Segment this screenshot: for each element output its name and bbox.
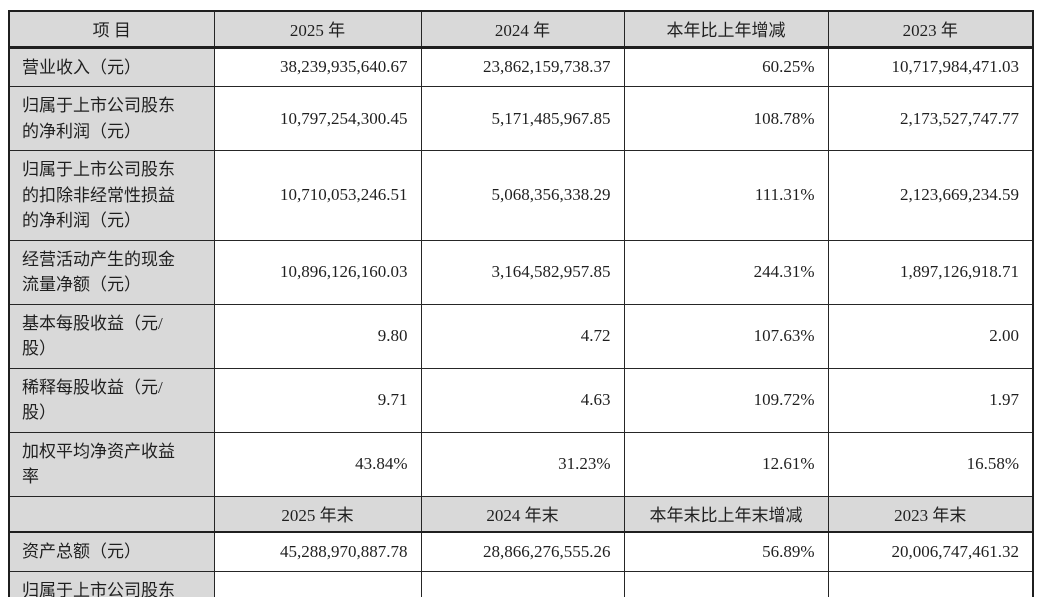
cell-value: 19,133,887,012.66 — [420, 570, 625, 597]
table-row-basic-eps: 基本每股收益（元/ 股） 9.80 4.72 107.63% 2.00 — [8, 303, 1034, 369]
table-row-net-assets: 归属于上市公司股东 的净资产（元） 29,765,156,275.68 19,1… — [8, 570, 1034, 597]
cell-value: 28,866,276,555.26 — [420, 531, 625, 572]
table-row-net-profit: 归属于上市公司股东 的净利润（元） 10,797,254,300.45 5,17… — [8, 86, 1034, 151]
table-row-total-assets: 资产总额（元） 45,288,970,887.78 28,866,276,555… — [8, 531, 1034, 572]
column-header-2024-end: 2024 年末 — [420, 495, 625, 533]
cell-value: 10,710,053,246.51 — [213, 150, 422, 241]
cell-value: 10,896,126,160.03 — [213, 239, 422, 305]
cell-value: 45,288,970,887.78 — [213, 531, 422, 572]
cell-value: 2,123,669,234.59 — [827, 150, 1034, 241]
cell-value: 107.63% — [623, 303, 829, 369]
row-label: 营业收入（元） — [8, 46, 215, 87]
cell-value: 109.72% — [623, 367, 829, 433]
column-header-end-change: 本年末比上年末增减 — [623, 495, 829, 533]
cell-value: 23,862,159,738.37 — [420, 46, 625, 87]
row-label: 稀释每股收益（元/ 股） — [8, 367, 215, 433]
column-header-yoy-change: 本年比上年增减 — [623, 10, 829, 49]
table-row-diluted-eps: 稀释每股收益（元/ 股） 9.71 4.63 109.72% 1.97 — [8, 367, 1034, 433]
cell-value: 5,068,356,338.29 — [420, 150, 625, 241]
row-label: 经营活动产生的现金 流量净额（元） — [8, 239, 215, 305]
cell-value: 3,164,582,957.85 — [420, 239, 625, 305]
cell-value: 20,006,747,461.32 — [827, 531, 1034, 572]
column-header-2023: 2023 年 — [827, 10, 1034, 49]
cell-value: 2,173,527,747.77 — [827, 86, 1034, 151]
table-row-weighted-avg-roe: 加权平均净资产收益 率 43.84% 31.23% 12.61% 16.58% — [8, 431, 1034, 497]
cell-value: 4.72 — [420, 303, 625, 369]
key-financials-table: 项 目 2025 年 2024 年 本年比上年增减 2023 年 营业收入（元）… — [8, 10, 1034, 597]
cell-value: 244.31% — [623, 239, 829, 305]
row-label: 归属于上市公司股东 的净利润（元） — [8, 86, 215, 151]
table-row-net-profit-excl-nonrecurring: 归属于上市公司股东 的扣除非经常性损益 的净利润（元） 10,710,053,2… — [8, 150, 1034, 241]
table-header-row-annual: 项 目 2025 年 2024 年 本年比上年增减 2023 年 — [8, 10, 1034, 49]
column-header-2023-end: 2023 年末 — [827, 495, 1034, 533]
row-label: 归属于上市公司股东 的净资产（元） — [8, 570, 215, 597]
cell-value: 9.80 — [213, 303, 422, 369]
cell-value: 5,171,485,967.85 — [420, 86, 625, 151]
row-label: 归属于上市公司股东 的扣除非经常性损益 的净利润（元） — [8, 150, 215, 241]
cell-value: 4.63 — [420, 367, 625, 433]
column-header-2024: 2024 年 — [420, 10, 625, 49]
cell-value: 2.00 — [827, 303, 1034, 369]
cell-value: 111.31% — [623, 150, 829, 241]
cell-value: 10,797,254,300.45 — [213, 86, 422, 151]
cell-value: 60.25% — [623, 46, 829, 87]
row-label: 加权平均净资产收益 率 — [8, 431, 215, 497]
column-header-2025-end: 2025 年末 — [213, 495, 422, 533]
cell-value: 43.84% — [213, 431, 422, 497]
cell-value: 10,717,984,471.03 — [827, 46, 1034, 87]
cell-value: 56.89% — [623, 531, 829, 572]
cell-value: 1.97 — [827, 367, 1034, 433]
cell-value: 108.78% — [623, 86, 829, 151]
table-header-row-period-end: 2025 年末 2024 年末 本年末比上年末增减 2023 年末 — [8, 495, 1034, 533]
row-label: 资产总额（元） — [8, 531, 215, 572]
cell-value: 9.71 — [213, 367, 422, 433]
cell-value: 29,765,156,275.68 — [213, 570, 422, 597]
cell-value: 55.56% — [623, 570, 829, 597]
table-row-operating-cash-flow: 经营活动产生的现金 流量净额（元） 10,896,126,160.03 3,16… — [8, 239, 1034, 305]
column-header-empty — [8, 495, 215, 533]
cell-value: 1,897,126,918.71 — [827, 239, 1034, 305]
table-row-revenue: 营业收入（元） 38,239,935,640.67 23,862,159,738… — [8, 46, 1034, 87]
cell-value: 38,239,935,640.67 — [213, 46, 422, 87]
cell-value: 16.58% — [827, 431, 1034, 497]
cell-value: 31.23% — [420, 431, 625, 497]
column-header-2025: 2025 年 — [213, 10, 422, 49]
row-label: 基本每股收益（元/ 股） — [8, 303, 215, 369]
cell-value: 12.61% — [623, 431, 829, 497]
cell-value: 14,261,022,312.40 — [827, 570, 1034, 597]
column-header-item: 项 目 — [8, 10, 215, 49]
